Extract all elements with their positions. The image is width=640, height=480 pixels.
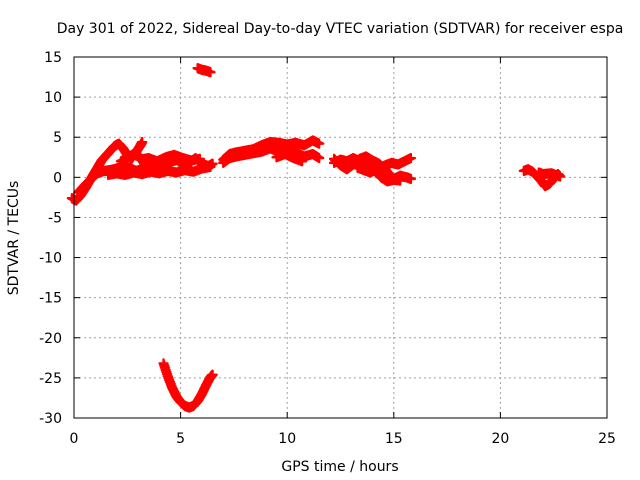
y-tick-label: 0 <box>53 170 62 186</box>
y-tick-label: -5 <box>48 210 62 226</box>
data-point-marker <box>207 369 218 380</box>
data-point-marker <box>296 156 308 167</box>
series-outlier-high <box>192 63 216 78</box>
y-tick-label: 15 <box>44 50 62 66</box>
tick-labels: 0 5 10 15 20 25 -30 -25 -20 -15 -10 -5 0 5 10 15 <box>39 50 616 447</box>
grid-lines <box>74 57 607 418</box>
series-mid-arm <box>271 148 308 167</box>
y-tick-label: -30 <box>39 411 62 427</box>
x-tick-label: 0 <box>70 431 79 447</box>
x-tick-label: 15 <box>385 431 403 447</box>
data-point-marker <box>194 153 205 165</box>
series-dip <box>158 358 218 413</box>
y-tick-label: 10 <box>44 90 62 106</box>
data-point-marker <box>313 152 325 164</box>
x-axis-label: GPS time / hours <box>281 459 398 475</box>
x-tick-label: 20 <box>491 431 509 447</box>
data-point-marker <box>405 173 417 185</box>
data-point-marker <box>533 167 544 178</box>
x-tick-label: 25 <box>598 431 616 447</box>
data-point-marker <box>205 67 216 78</box>
x-tick-label: 5 <box>176 431 185 447</box>
data-points <box>66 63 566 413</box>
data-point-marker <box>137 136 148 148</box>
data-point-marker <box>405 152 417 164</box>
chart-title: Day 301 of 2022, Sidereal Day-to-day VTE… <box>57 21 624 37</box>
series-right-loop <box>352 162 406 187</box>
data-point-marker <box>313 138 325 149</box>
y-tick-label: -20 <box>39 331 62 347</box>
y-axis-label: SDTVAR / TECUs <box>6 181 22 296</box>
x-tick-label: 10 <box>278 431 296 447</box>
plot-frame <box>73 56 608 419</box>
series-right-upper <box>328 152 417 174</box>
y-tick-label: -25 <box>39 371 62 387</box>
y-tick-label: -10 <box>39 251 62 267</box>
data-point-marker <box>205 161 216 173</box>
series-far-right <box>518 164 566 192</box>
data-point-marker <box>394 175 406 186</box>
series-band-1 <box>102 161 216 181</box>
series-top-arc <box>115 147 205 167</box>
y-tick-label: -15 <box>39 291 62 307</box>
y-tick-label: 5 <box>53 130 62 146</box>
